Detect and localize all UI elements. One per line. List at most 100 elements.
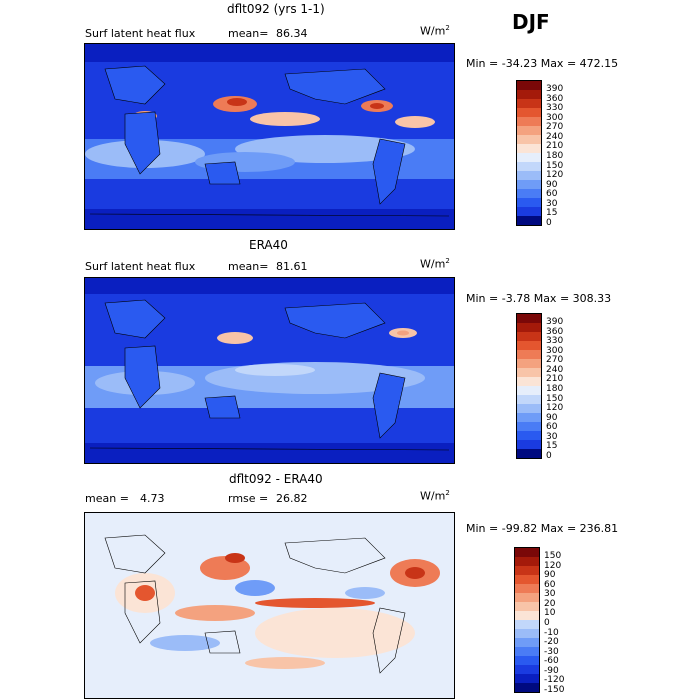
colorbar-tick-label: 15 (546, 441, 558, 452)
colorbar-tick-label: 390 (546, 317, 564, 327)
colorbar-segment (515, 620, 539, 630)
colorbar-segment (515, 602, 539, 612)
panel1-units: W/m2 (420, 24, 450, 38)
panel3-title: dflt092 - ERA40 (229, 472, 323, 486)
colorbar-segment (517, 108, 541, 118)
colorbar-segment (517, 332, 541, 342)
colorbar-tick-label: 90 (546, 412, 558, 423)
colorbar-tick-label: 150 (546, 160, 564, 171)
panel3-rmse-label: rmse = (228, 492, 269, 505)
colorbar-segment (517, 404, 541, 414)
panel1-colorbar (516, 80, 542, 226)
colorbar-segment (515, 593, 539, 603)
colorbar-segment (517, 341, 541, 351)
panel2-mean-label: mean= (228, 260, 269, 273)
colorbar-segment (517, 440, 541, 450)
colorbar-segment (515, 611, 539, 621)
colorbar-tick-label: 180 (546, 384, 564, 394)
panel2-minmax: Min = -3.78 Max = 308.33 (466, 292, 612, 305)
colorbar-tick-label: 10 (544, 608, 556, 619)
panel1-minmax: Min = -34.23 Max = 472.15 (466, 57, 619, 70)
colorbar-tick-label: 90 (544, 570, 556, 581)
colorbar-segment (515, 566, 539, 576)
colorbar-segment (517, 422, 541, 432)
colorbar-tick-label: 0 (544, 618, 550, 628)
colorbar-segment (515, 638, 539, 648)
colorbar-tick-label: 30 (544, 589, 556, 600)
colorbar-tick-label: 15 (546, 208, 558, 219)
colorbar-tick-label: -150 (544, 685, 565, 695)
colorbar-segment (517, 99, 541, 109)
panel3-mean-label: mean = (85, 492, 129, 505)
colorbar-tick-label: 390 (546, 84, 564, 94)
panel2-colorbar (516, 313, 542, 459)
colorbar-tick-label: 210 (546, 141, 564, 152)
colorbar-tick-label: -120 (544, 675, 565, 686)
colorbar-segment (515, 665, 539, 675)
colorbar-segment (517, 350, 541, 360)
colorbar-tick-label: 150 (544, 551, 562, 561)
colorbar-segment (515, 656, 539, 666)
panel2-mean-value: 81.61 (276, 260, 308, 273)
panel3-units: W/m2 (420, 489, 450, 503)
colorbar-tick-label: 30 (546, 431, 558, 442)
panel3-mean-value: 4.73 (140, 492, 165, 505)
colorbar-tick-label: 270 (546, 355, 564, 366)
colorbar-tick-label: 180 (546, 151, 564, 161)
colorbar-segment (517, 180, 541, 190)
colorbar-segment (515, 674, 539, 684)
colorbar-segment (517, 431, 541, 441)
colorbar-segment (517, 153, 541, 163)
colorbar-segment (517, 449, 541, 458)
panel1-variable: Surf latent heat flux (85, 27, 196, 40)
colorbar-segment (517, 216, 541, 225)
colorbar-tick-label: 20 (544, 598, 556, 609)
colorbar-tick-label: 30 (546, 198, 558, 209)
colorbar-tick-label: 330 (546, 336, 564, 347)
panel3-colorbar (514, 547, 540, 693)
colorbar-tick-label: 60 (544, 579, 556, 590)
panel3-map (84, 512, 455, 699)
panel2-variable: Surf latent heat flux (85, 260, 196, 273)
colorbar-tick-label: 360 (546, 326, 564, 337)
colorbar-segment (517, 81, 541, 91)
colorbar-tick-label: -90 (544, 665, 559, 676)
colorbar-segment (517, 359, 541, 369)
colorbar-segment (515, 557, 539, 567)
panel1-mean-label: mean= (228, 27, 269, 40)
colorbar-tick-label: -20 (544, 637, 559, 648)
colorbar-tick-label: -60 (544, 656, 559, 667)
season-title: DJF (512, 10, 550, 34)
panel2-title: ERA40 (249, 238, 288, 252)
colorbar-tick-label: 270 (546, 122, 564, 133)
colorbar-segment (515, 683, 539, 692)
colorbar-segment (517, 413, 541, 423)
colorbar-segment (517, 162, 541, 172)
colorbar-tick-label: 120 (544, 560, 562, 571)
colorbar-segment (517, 90, 541, 100)
panel3-minmax: Min = -99.82 Max = 236.81 (466, 522, 619, 535)
colorbar-tick-label: 210 (546, 374, 564, 385)
colorbar-tick-label: 240 (546, 131, 564, 142)
colorbar-tick-label: 0 (546, 451, 552, 461)
colorbar-tick-label: 60 (546, 189, 558, 200)
colorbar-segment (517, 135, 541, 145)
colorbar-segment (517, 386, 541, 396)
colorbar-tick-label: 300 (546, 345, 564, 356)
colorbar-segment (517, 117, 541, 127)
panel2-map (84, 277, 455, 464)
colorbar-segment (515, 584, 539, 594)
colorbar-tick-label: 120 (546, 170, 564, 181)
colorbar-segment (517, 395, 541, 405)
colorbar-tick-label: 330 (546, 103, 564, 114)
colorbar-segment (517, 377, 541, 387)
panel2-units: W/m2 (420, 257, 450, 271)
colorbar-segment (517, 323, 541, 333)
colorbar-segment (515, 647, 539, 657)
panel1-map (84, 43, 455, 230)
colorbar-tick-label: 0 (546, 218, 552, 228)
colorbar-segment (517, 368, 541, 378)
panel1-mean-value: 86.34 (276, 27, 308, 40)
colorbar-segment (517, 198, 541, 208)
colorbar-tick-label: 360 (546, 93, 564, 104)
